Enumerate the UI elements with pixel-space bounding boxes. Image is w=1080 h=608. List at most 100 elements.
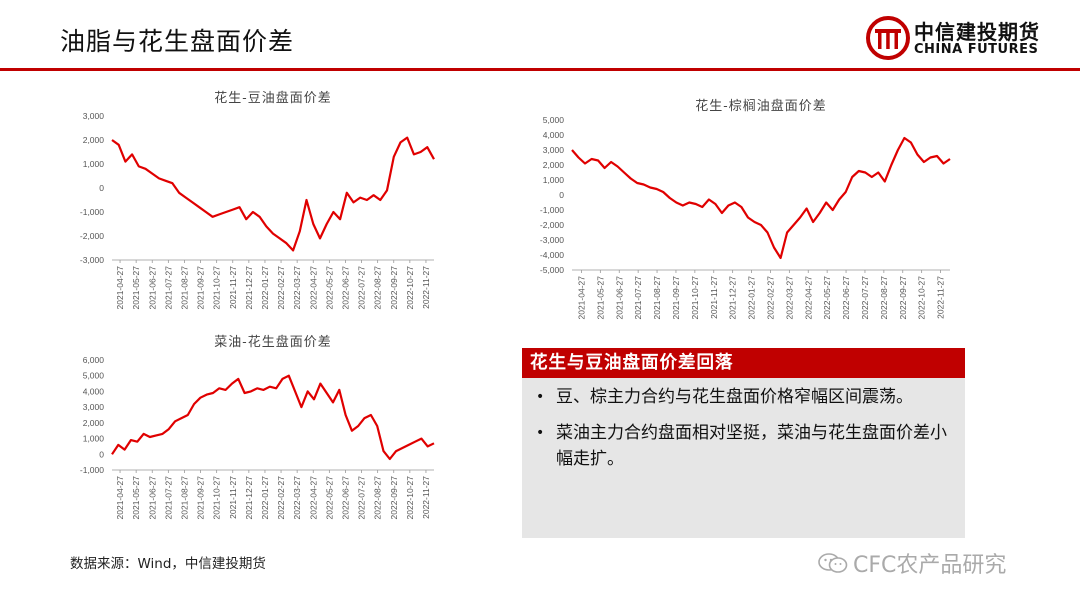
x-tick-label: 2022-04-27 <box>803 276 813 320</box>
y-tick-label: -1,000 <box>540 205 564 215</box>
chart-title: 菜油-花生盘面价差 <box>214 334 331 350</box>
x-tick-label: 2022-06-27 <box>841 276 851 320</box>
x-tick-label: 2022-01-27 <box>260 266 270 310</box>
x-tick-label: 2021-10-27 <box>690 276 700 320</box>
y-tick-label: 2,000 <box>83 135 105 145</box>
x-tick-label: 2021-07-27 <box>163 476 173 520</box>
y-tick-label: 3,000 <box>83 402 105 412</box>
x-tick-label: 2022-05-27 <box>822 276 832 320</box>
x-tick-label: 2022-02-27 <box>765 276 775 320</box>
bullet-dot: • <box>536 425 545 441</box>
x-tick-label: 2022-02-27 <box>276 476 286 520</box>
series-line <box>571 136 951 260</box>
y-tick-label: -3,000 <box>80 255 104 265</box>
x-tick-label: 2022-04-27 <box>308 266 318 310</box>
x-tick-label: 2021-11-27 <box>228 266 238 309</box>
x-tick-label: 2021-12-27 <box>244 266 254 310</box>
x-tick-label: 2021-04-27 <box>115 266 125 310</box>
y-tick-label: 1,000 <box>83 159 105 169</box>
x-tick-label: 2022-03-27 <box>292 266 302 310</box>
series-line <box>111 136 435 252</box>
x-tick-label: 2022-06-27 <box>340 266 350 310</box>
wechat-icon <box>818 553 848 573</box>
header-rule <box>0 68 1080 71</box>
x-tick-label: 2022-08-27 <box>879 276 889 320</box>
bullet-dot: • <box>536 389 545 405</box>
y-tick-label: 0 <box>99 183 104 193</box>
chart-svg: 菜油-花生盘面价差 -1,000 0 1,000 2,000 3,000 4,000 5,00… <box>80 334 435 520</box>
citic-logo-icon <box>866 16 910 60</box>
watermark: CFC农产品研究 <box>815 547 1006 579</box>
y-tick-label: -1,000 <box>80 207 104 217</box>
x-tick-label: 2022-04-27 <box>308 476 318 520</box>
y-tick-label: -3,000 <box>540 235 564 245</box>
y-tick-label: 5,000 <box>83 371 105 381</box>
chart-title: 花生-棕榈油盘面价差 <box>695 98 826 114</box>
x-tick-label: 2022-02-27 <box>276 266 286 310</box>
x-tick-label: 2022-11-27 <box>421 476 431 519</box>
chart-title: 花生-豆油盘面价差 <box>214 90 331 106</box>
x-tick-label: 2021-04-27 <box>115 476 125 520</box>
x-tick-label: 2022-03-27 <box>292 476 302 520</box>
x-tick-label: 2021-05-27 <box>595 276 605 320</box>
summary-panel: 花生与豆油盘面价差回落 • 豆、棕主力合约与花生盘面价格窄幅区间震荡。 • 菜油主力… <box>522 348 965 538</box>
x-tick-label: 2021-12-27 <box>244 476 254 520</box>
x-tick-label: 2021-07-27 <box>633 276 643 320</box>
bullet-text: 豆、棕主力合约与花生盘面价格窄幅区间震荡。 <box>556 387 913 407</box>
company-logo: 中信建投期货 CHINA FUTURES <box>866 14 1056 64</box>
x-tick-label: 2022-09-27 <box>389 266 399 310</box>
y-tick-label: 4,000 <box>83 386 105 396</box>
x-tick-label: 2022-10-27 <box>405 266 415 310</box>
y-tick-label: 2,000 <box>543 160 565 170</box>
y-tick-label: 5,000 <box>543 115 565 125</box>
x-tick-label: 2022-11-27 <box>936 276 946 319</box>
x-tick-label: 2021-06-27 <box>614 276 624 320</box>
y-tick-label: -1,000 <box>80 465 104 475</box>
x-tick-label: 2021-06-27 <box>147 476 157 520</box>
data-source: 数据来源：Wind，中信建投期货 <box>70 556 266 572</box>
chart-svg: 花生-豆油盘面价差 -3,000 -2,000 -1,000 0 1,000 2,000 3,… <box>80 90 435 310</box>
x-tick-label: 2021-10-27 <box>212 266 222 310</box>
bullet-list: • 豆、棕主力合约与花生盘面价格窄幅区间震荡。 • 菜油主力合约盘面相对坚挺，菜油与… <box>536 384 956 482</box>
x-tick-label: 2021-08-27 <box>179 266 189 310</box>
y-tick-label: -2,000 <box>80 231 104 241</box>
x-tick-label: 2022-09-27 <box>389 476 399 520</box>
watermark-text: CFC农产品研究 <box>853 553 1007 578</box>
x-tick-label: 2021-11-27 <box>228 476 238 519</box>
x-tick-label: 2022-07-27 <box>860 276 870 320</box>
chart-rapeseed-peanut: 菜油-花生盘面价差 -1,000 0 1,000 2,000 3,000 4,000 5,00… <box>60 326 450 546</box>
x-tick-label: 2022-01-27 <box>260 476 270 520</box>
bullet-item: • 豆、棕主力合约与花生盘面价格窄幅区间震荡。 <box>536 384 956 410</box>
bullet-item: • 菜油主力合约盘面相对坚挺，菜油与花生盘面价差小幅走扩。 <box>536 420 956 472</box>
y-tick-label: -4,000 <box>540 250 564 260</box>
y-tick-label: 2,000 <box>83 418 105 428</box>
chart-peanut-soyoil: 花生-豆油盘面价差 -3,000 -2,000 -1,000 0 1,000 2,000 3,… <box>60 82 450 322</box>
bullet-text: 菜油主力合约盘面相对坚挺，菜油与花生盘面价差小幅走扩。 <box>556 423 947 469</box>
series-line <box>111 374 435 461</box>
x-tick-label: 2021-08-27 <box>652 276 662 320</box>
x-tick-label: 2022-07-27 <box>357 476 367 520</box>
y-tick-label: 0 <box>559 190 564 200</box>
x-tick-label: 2022-08-27 <box>373 266 383 310</box>
y-tick-label: -5,000 <box>540 265 564 275</box>
x-tick-label: 2021-09-27 <box>196 476 206 520</box>
chart-peanut-palmoil: 花生-棕榈油盘面价差 -5,000 -4,000 -3,000 -2,000 -1,000… <box>520 90 960 330</box>
x-tick-label: 2021-10-27 <box>212 476 222 520</box>
x-tick-label: 2022-06-27 <box>340 476 350 520</box>
y-tick-label: 3,000 <box>543 145 565 155</box>
x-tick-label: 2021-05-27 <box>131 266 141 310</box>
x-tick-label: 2022-08-27 <box>373 476 383 520</box>
x-tick-label: 2021-12-27 <box>728 276 738 320</box>
x-tick-label: 2021-09-27 <box>196 266 206 310</box>
logo-text-en: CHINA FUTURES <box>914 42 1039 57</box>
x-tick-label: 2022-07-27 <box>357 266 367 310</box>
x-tick-label: 2022-03-27 <box>784 276 794 320</box>
x-tick-label: 2021-09-27 <box>671 276 681 320</box>
y-tick-label: 6,000 <box>83 355 105 365</box>
x-tick-label: 2022-05-27 <box>324 476 334 520</box>
x-tick-label: 2021-05-27 <box>131 476 141 520</box>
page-title: 油脂与花生盘面价差 <box>60 27 295 56</box>
chart-svg: 花生-棕榈油盘面价差 -5,000 -4,000 -3,000 -2,000 -1,000… <box>540 98 951 320</box>
x-tick-label: 2021-07-27 <box>163 266 173 310</box>
x-tick-label: 2021-06-27 <box>147 266 157 310</box>
